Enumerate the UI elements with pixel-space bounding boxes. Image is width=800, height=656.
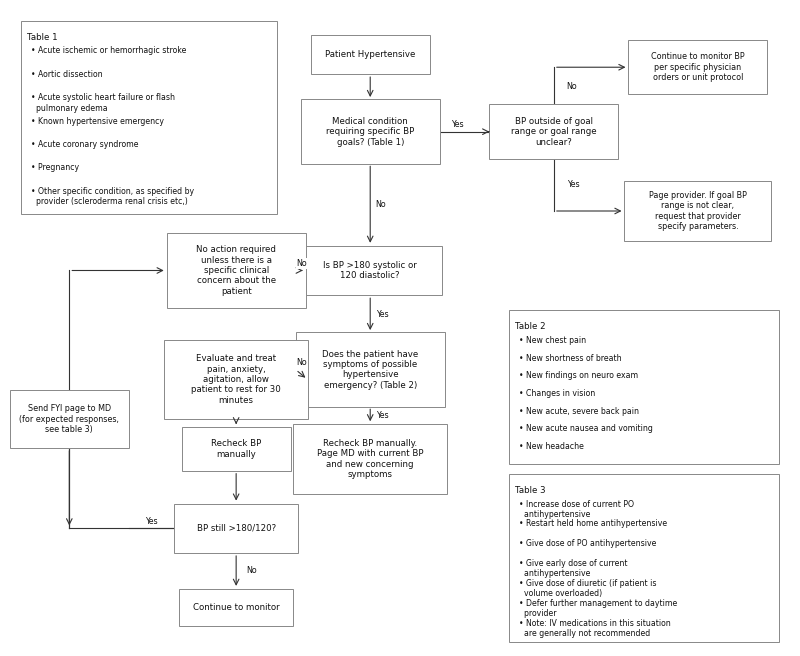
FancyBboxPatch shape bbox=[174, 504, 298, 553]
Text: • Known hypertensive emergency: • Known hypertensive emergency bbox=[30, 117, 163, 125]
FancyBboxPatch shape bbox=[625, 181, 771, 241]
Text: • Acute systolic heart failure or flash
  pulmonary edema: • Acute systolic heart failure or flash … bbox=[30, 93, 174, 113]
Text: • Give early dose of current
  antihypertensive: • Give early dose of current antihyperte… bbox=[519, 559, 628, 579]
Text: Yes: Yes bbox=[451, 120, 464, 129]
Text: Evaluate and treat
pain, anxiety,
agitation, allow
patient to rest for 30
minute: Evaluate and treat pain, anxiety, agitat… bbox=[191, 354, 281, 405]
Text: • Note: IV medications in this situation
  are generally not recommended: • Note: IV medications in this situation… bbox=[519, 619, 671, 638]
Text: • Give dose of diuretic (if patient is
  volume overloaded): • Give dose of diuretic (if patient is v… bbox=[519, 579, 657, 598]
Text: • Pregnancy: • Pregnancy bbox=[30, 163, 78, 173]
FancyBboxPatch shape bbox=[510, 310, 779, 464]
Text: • Acute coronary syndrome: • Acute coronary syndrome bbox=[30, 140, 138, 149]
Text: No: No bbox=[246, 566, 258, 575]
Text: • Aortic dissection: • Aortic dissection bbox=[30, 70, 102, 79]
Text: Yes: Yes bbox=[146, 517, 158, 526]
Text: • New headache: • New headache bbox=[519, 442, 584, 451]
Text: Medical condition
requiring specific BP
goals? (Table 1): Medical condition requiring specific BP … bbox=[326, 117, 414, 146]
FancyBboxPatch shape bbox=[294, 424, 447, 493]
Text: • Restart held home antihypertensive: • Restart held home antihypertensive bbox=[519, 520, 667, 528]
Text: No action required
unless there is a
specific clinical
concern about the
patient: No action required unless there is a spe… bbox=[196, 245, 276, 296]
Text: • Give dose of PO antihypertensive: • Give dose of PO antihypertensive bbox=[519, 539, 657, 548]
Text: Continue to monitor BP
per specific physician
orders or unit protocol: Continue to monitor BP per specific phys… bbox=[651, 52, 745, 82]
Text: BP outside of goal
range or goal range
unclear?: BP outside of goal range or goal range u… bbox=[511, 117, 597, 146]
Text: Table 2: Table 2 bbox=[515, 322, 546, 331]
Text: Patient Hypertensive: Patient Hypertensive bbox=[325, 50, 415, 59]
Text: Table 1: Table 1 bbox=[26, 33, 58, 41]
Text: No: No bbox=[375, 199, 386, 209]
Text: • Changes in vision: • Changes in vision bbox=[519, 389, 595, 398]
FancyBboxPatch shape bbox=[298, 246, 442, 295]
Text: Table 3: Table 3 bbox=[515, 485, 546, 495]
Text: Send FYI page to MD
(for expected responses,
see table 3): Send FYI page to MD (for expected respon… bbox=[19, 404, 119, 434]
Text: Does the patient have
symptoms of possible
hypertensive
emergency? (Table 2): Does the patient have symptoms of possib… bbox=[322, 350, 418, 390]
FancyBboxPatch shape bbox=[510, 474, 779, 642]
FancyBboxPatch shape bbox=[310, 35, 430, 74]
Text: Continue to monitor: Continue to monitor bbox=[193, 603, 279, 612]
FancyBboxPatch shape bbox=[166, 234, 306, 308]
FancyBboxPatch shape bbox=[296, 333, 445, 407]
FancyBboxPatch shape bbox=[10, 390, 129, 448]
FancyBboxPatch shape bbox=[490, 104, 618, 159]
Text: Recheck BP
manually: Recheck BP manually bbox=[211, 440, 262, 459]
Text: • New acute nausea and vomiting: • New acute nausea and vomiting bbox=[519, 424, 653, 434]
FancyBboxPatch shape bbox=[164, 340, 308, 419]
Text: No: No bbox=[296, 358, 307, 367]
Text: • New shortness of breath: • New shortness of breath bbox=[519, 354, 622, 363]
Text: • New acute, severe back pain: • New acute, severe back pain bbox=[519, 407, 639, 416]
Text: Yes: Yes bbox=[376, 310, 389, 319]
FancyBboxPatch shape bbox=[301, 100, 440, 164]
Text: • New chest pain: • New chest pain bbox=[519, 336, 586, 345]
Text: Recheck BP manually.
Page MD with current BP
and new concerning
symptoms: Recheck BP manually. Page MD with curren… bbox=[317, 439, 423, 479]
Text: • Increase dose of current PO
  antihypertensive: • Increase dose of current PO antihypert… bbox=[519, 499, 634, 519]
Text: Page provider. If goal BP
range is not clear,
request that provider
specify para: Page provider. If goal BP range is not c… bbox=[649, 191, 747, 231]
Text: No: No bbox=[566, 81, 577, 91]
FancyBboxPatch shape bbox=[182, 426, 290, 471]
Text: Is BP >180 systolic or
120 diastolic?: Is BP >180 systolic or 120 diastolic? bbox=[323, 261, 417, 280]
Text: • Acute ischemic or hemorrhagic stroke: • Acute ischemic or hemorrhagic stroke bbox=[30, 47, 186, 55]
Text: No: No bbox=[296, 259, 307, 268]
FancyBboxPatch shape bbox=[629, 40, 767, 94]
Text: • Defer further management to daytime
  provider: • Defer further management to daytime pr… bbox=[519, 599, 678, 618]
Text: Yes: Yes bbox=[376, 411, 389, 420]
Text: • Other specific condition, as specified by
  provider (scleroderma renal crisis: • Other specific condition, as specified… bbox=[30, 187, 194, 206]
FancyBboxPatch shape bbox=[21, 20, 277, 214]
Text: BP still >180/120?: BP still >180/120? bbox=[197, 523, 276, 533]
Text: Yes: Yes bbox=[567, 180, 580, 189]
Text: • New findings on neuro exam: • New findings on neuro exam bbox=[519, 371, 638, 380]
FancyBboxPatch shape bbox=[179, 589, 294, 626]
